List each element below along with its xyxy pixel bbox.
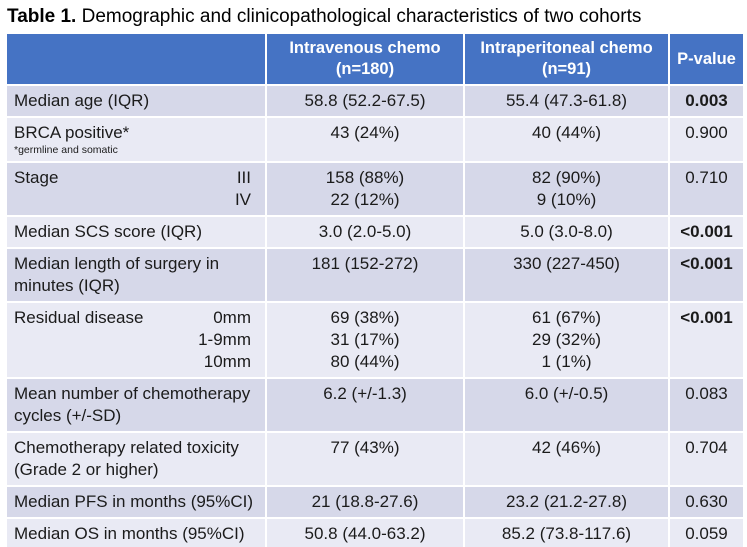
row-scs-score: Median SCS score (IQR) 3.0 (2.0-5.0) 5.0… xyxy=(5,215,745,249)
iv-value: 50.8 (44.0-63.2) xyxy=(265,517,465,547)
iv-value: 3.0 (2.0-5.0) xyxy=(265,215,465,249)
iv-value: 58.8 (52.2-67.5) xyxy=(265,84,465,118)
iv-value-line: 31 (17%) xyxy=(330,330,400,349)
ip-value: 82 (90%) 9 (10%) xyxy=(463,161,670,217)
ip-value: 6.0 (+/-0.5) xyxy=(463,377,670,433)
ip-value: 330 (227-450) xyxy=(463,247,670,303)
iv-value: 77 (43%) xyxy=(265,431,465,487)
row-median-os: Median OS in months (95%CI) 50.8 (44.0-6… xyxy=(5,517,745,547)
ip-value: 5.0 (3.0-8.0) xyxy=(463,215,670,249)
row-chemo-toxicity: Chemotherapy related toxicity (Grade 2 o… xyxy=(5,431,745,487)
p-value: 0.083 xyxy=(668,377,745,433)
row-label: Median length of surgery in minutes (IQR… xyxy=(5,247,267,303)
p-value: <0.001 xyxy=(668,301,745,379)
row-stage: Stage III IV 158 (88%) 22 (12%) 82 (90%)… xyxy=(5,161,745,217)
row-label: Chemotherapy related toxicity (Grade 2 o… xyxy=(5,431,267,487)
row-residual-disease: Residual disease 0mm 1-9mm 10mm 69 (38%)… xyxy=(5,301,745,379)
row-label: Median SCS score (IQR) xyxy=(5,215,267,249)
iv-value-line: 158 (88%) xyxy=(325,168,405,187)
iv-value: 21 (18.8-27.6) xyxy=(265,485,465,519)
residual-sublabel-1-9mm: 1-9mm xyxy=(198,330,251,349)
row-footnote: *germline and somatic xyxy=(14,144,118,156)
p-value: 0.710 xyxy=(668,161,745,217)
p-value: 0.900 xyxy=(668,116,745,163)
stage-line-1: Stage III xyxy=(14,167,259,189)
ip-value-line: 9 (10%) xyxy=(536,190,597,209)
residual-sublabel-0mm: 0mm xyxy=(213,308,251,327)
iv-value: 6.2 (+/-1.3) xyxy=(265,377,465,433)
header-row: Intravenous chemo (n=180) Intraperitonea… xyxy=(5,32,745,86)
p-value: <0.001 xyxy=(668,215,745,249)
ip-value: 23.2 (21.2-27.8) xyxy=(463,485,670,519)
iv-value: 69 (38%) 31 (17%) 80 (44%) xyxy=(265,301,465,379)
row-label: Median OS in months (95%CI) xyxy=(5,517,267,547)
ip-value: 42 (46%) xyxy=(463,431,670,487)
row-label-text: BRCA positive* xyxy=(14,123,130,142)
row-median-pfs: Median PFS in months (95%CI) 21 (18.8-27… xyxy=(5,485,745,519)
header-intravenous: Intravenous chemo (n=180) xyxy=(265,32,465,86)
p-value: 0.630 xyxy=(668,485,745,519)
ip-value: 40 (44%) xyxy=(463,116,670,163)
ip-value: 85.2 (73.8-117.6) xyxy=(463,517,670,547)
residual-line-1: Residual disease 0mm xyxy=(14,307,259,329)
ip-value-line: 61 (67%) xyxy=(532,308,601,327)
row-brca-positive: BRCA positive* *germline and somatic 43 … xyxy=(5,116,745,163)
iv-value-line: 22 (12%) xyxy=(330,190,400,209)
stage-sublabel-iv: IV xyxy=(234,190,251,209)
row-chemo-cycles: Mean number of chemotherapy cycles (+/-S… xyxy=(5,377,745,433)
p-value: 0.704 xyxy=(668,431,745,487)
row-label: Residual disease 0mm 1-9mm 10mm xyxy=(5,301,267,379)
row-label: BRCA positive* *germline and somatic xyxy=(5,116,267,163)
table-title-text: Demographic and clinicopathological char… xyxy=(76,6,642,27)
row-label: Median age (IQR) xyxy=(5,84,267,118)
table-title-number: Table 1. xyxy=(7,6,77,27)
iv-value-line: 69 (38%) xyxy=(330,308,400,327)
stage-line-2: IV xyxy=(14,189,259,211)
ip-value-line: 1 (1%) xyxy=(541,352,592,371)
header-intraperitoneal: Intraperitoneal chemo (n=91) xyxy=(463,32,670,86)
ip-value: 55.4 (47.3-61.8) xyxy=(463,84,670,118)
p-value: <0.001 xyxy=(668,247,745,303)
header-empty-cell xyxy=(5,32,267,86)
residual-line-3: 10mm xyxy=(14,351,259,373)
row-surgery-length: Median length of surgery in minutes (IQR… xyxy=(5,247,745,303)
iv-value-line: 80 (44%) xyxy=(330,352,400,371)
row-label-text: Stage xyxy=(14,168,59,187)
residual-sublabel-10mm: 10mm xyxy=(203,352,251,371)
header-intravenous-line2: (n=180) xyxy=(335,60,395,78)
iv-value: 181 (152-272) xyxy=(265,247,465,303)
characteristics-table: Intravenous chemo (n=180) Intraperitonea… xyxy=(5,32,745,547)
header-pvalue: P-value xyxy=(668,32,745,86)
ip-value: 61 (67%) 29 (32%) 1 (1%) xyxy=(463,301,670,379)
row-label: Stage III IV xyxy=(5,161,267,217)
iv-value: 43 (24%) xyxy=(265,116,465,163)
stage-sublabel-iii: III xyxy=(236,168,251,187)
iv-value: 158 (88%) 22 (12%) xyxy=(265,161,465,217)
header-intraperitoneal-line1: Intraperitoneal chemo xyxy=(480,39,653,57)
header-intravenous-line1: Intravenous chemo xyxy=(289,39,441,57)
ip-value-line: 82 (90%) xyxy=(532,168,601,187)
row-label-text: Residual disease xyxy=(14,308,144,327)
row-label: Median PFS in months (95%CI) xyxy=(5,485,267,519)
residual-line-2: 1-9mm xyxy=(14,329,259,351)
row-median-age: Median age (IQR) 58.8 (52.2-67.5) 55.4 (… xyxy=(5,84,745,118)
p-value: 0.003 xyxy=(668,84,745,118)
ip-value-line: 29 (32%) xyxy=(532,330,601,349)
row-label: Mean number of chemotherapy cycles (+/-S… xyxy=(5,377,267,433)
p-value: 0.059 xyxy=(668,517,745,547)
table-title: Table 1. Demographic and clinicopatholog… xyxy=(0,0,747,32)
header-intraperitoneal-line2: (n=91) xyxy=(541,60,592,78)
